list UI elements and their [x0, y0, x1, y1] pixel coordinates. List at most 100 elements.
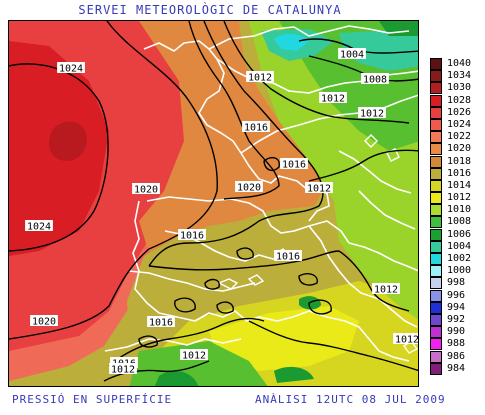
- legend-swatch: [430, 179, 442, 192]
- legend-swatch: [430, 143, 442, 156]
- legend-entry: 1040: [430, 58, 483, 70]
- legend-label: 1006: [447, 228, 472, 240]
- legend-label: 1004: [447, 240, 472, 252]
- legend-swatch: [430, 326, 442, 339]
- legend-label: 1012: [447, 192, 472, 204]
- legend-entry: 1024: [430, 118, 483, 131]
- legend-entry: 1026: [430, 106, 483, 119]
- isobar-label: 1016: [242, 121, 270, 134]
- field-high-center: [48, 121, 87, 161]
- legend-entry: 1000: [430, 265, 483, 278]
- svg-text:1020: 1020: [32, 317, 56, 328]
- legend-label: 984: [447, 362, 466, 374]
- legend-label: 1022: [447, 131, 472, 143]
- svg-text:1012: 1012: [360, 109, 384, 120]
- isobar-label: 1012: [246, 71, 274, 84]
- isobar-label: 1012: [109, 363, 137, 376]
- legend-swatch: [430, 192, 442, 205]
- legend-swatch: [430, 313, 442, 326]
- isobar-label: 1012: [358, 107, 386, 120]
- isobar-cell-4: [174, 297, 196, 313]
- legend-entry: 1018: [430, 155, 483, 168]
- legend-entry: 1014: [430, 179, 483, 192]
- svg-text:1016: 1016: [180, 231, 204, 242]
- isobar-labels: 1024 1024 1020 1020 1020 1016 1016 1016 1016 1016…: [25, 48, 418, 376]
- legend-label: 1040: [447, 58, 472, 69]
- legend-entry: 1016: [430, 167, 483, 180]
- pressure-legend: 1040 1034 1030 1028 1026 1024 1022 1020 1018 1016…: [430, 58, 483, 375]
- isobar-label: 1024: [25, 220, 53, 233]
- legend-swatch: [430, 277, 442, 290]
- isobar-1020-west: [9, 21, 218, 340]
- svg-text:1012: 1012: [248, 73, 272, 84]
- svg-text:1016: 1016: [282, 160, 306, 171]
- legend-entry: 1004: [430, 240, 483, 253]
- legend-swatch: [430, 253, 442, 265]
- isobar-1016-a: [148, 21, 324, 267]
- svg-text:1012: 1012: [374, 285, 398, 296]
- legend-entry: 1008: [430, 216, 483, 229]
- legend-swatch: [430, 265, 442, 278]
- legend-swatch: [430, 362, 442, 375]
- svg-text:1012: 1012: [111, 365, 135, 376]
- legend-entry: 986: [430, 350, 483, 363]
- isobar-label: 1012: [372, 283, 400, 296]
- legend-entry: 992: [430, 313, 483, 326]
- isobar-label: 1012: [180, 349, 208, 362]
- legend-entry: 1020: [430, 143, 483, 156]
- isobar-1012-a: [223, 21, 410, 124]
- legend-swatch: [430, 155, 442, 168]
- legend-entry: 998: [430, 277, 483, 290]
- legend-swatch: [430, 301, 442, 314]
- field-cyan: [274, 33, 309, 51]
- legend-swatch: [430, 216, 442, 229]
- isobar-label: 1012: [305, 182, 333, 195]
- svg-text:1004: 1004: [340, 50, 364, 61]
- footer-analysis-time: ANÀLISI 12UTC 08 JUL 2009: [255, 393, 446, 406]
- legend-entry: 996: [430, 289, 483, 302]
- svg-text:1012: 1012: [307, 184, 331, 195]
- field-green-dark-2: [154, 370, 199, 386]
- svg-text:1012: 1012: [321, 94, 345, 105]
- legend-entry: 1028: [430, 94, 483, 107]
- svg-text:1020: 1020: [237, 183, 261, 194]
- legend-label: 1002: [447, 253, 472, 264]
- legend-entry: 988: [430, 338, 483, 351]
- isobar-label: 1004: [338, 48, 366, 61]
- legend-label: 1016: [447, 167, 472, 179]
- field-teal: [339, 29, 418, 71]
- legend-entry: 1010: [430, 204, 483, 217]
- map-title: SERVEI METEOROLÒGIC DE CATALUNYA: [78, 3, 342, 17]
- legend-swatch: [430, 70, 442, 83]
- legend-label: 996: [447, 289, 466, 301]
- isobar-1012-d: [248, 320, 418, 372]
- legend-label: 1030: [447, 82, 472, 94]
- legend-entry: 1002: [430, 253, 483, 265]
- legend-label: 1020: [447, 143, 472, 155]
- legend-entry: 1022: [430, 131, 483, 144]
- legend-entry: 1034: [430, 70, 483, 83]
- isobar-label: 1008: [361, 73, 389, 86]
- legend-label: 998: [447, 277, 466, 289]
- svg-text:1016: 1016: [149, 318, 173, 329]
- coastlines: [104, 25, 418, 362]
- legend-label: 1026: [447, 106, 472, 118]
- svg-text:1008: 1008: [363, 75, 387, 86]
- legend-label: 990: [447, 326, 466, 338]
- legend-entry: 1012: [430, 192, 483, 205]
- legend-entry: 984: [430, 362, 483, 375]
- isobar-cell-1: [263, 156, 280, 172]
- pressure-map: 1024 1024 1020 1020 1020 1016 1016 1016 1016 1016…: [8, 20, 419, 387]
- field-yellow-bright: [209, 306, 359, 371]
- isobar-label: 1024: [57, 62, 85, 75]
- isobar-cell-6: [308, 299, 332, 315]
- field-khaki: [127, 216, 349, 331]
- isobar-1012-c: [338, 250, 410, 312]
- isobar-label: 1020: [235, 181, 263, 194]
- isobar-1012-e: [103, 360, 210, 382]
- field-green-dark-4: [274, 366, 314, 383]
- footer-variable: PRESSIÓ EN SUPERFÍCIE: [12, 393, 173, 406]
- svg-text:1016: 1016: [276, 252, 300, 263]
- legend-label: 986: [447, 350, 466, 362]
- legend-entry: 994: [430, 301, 483, 314]
